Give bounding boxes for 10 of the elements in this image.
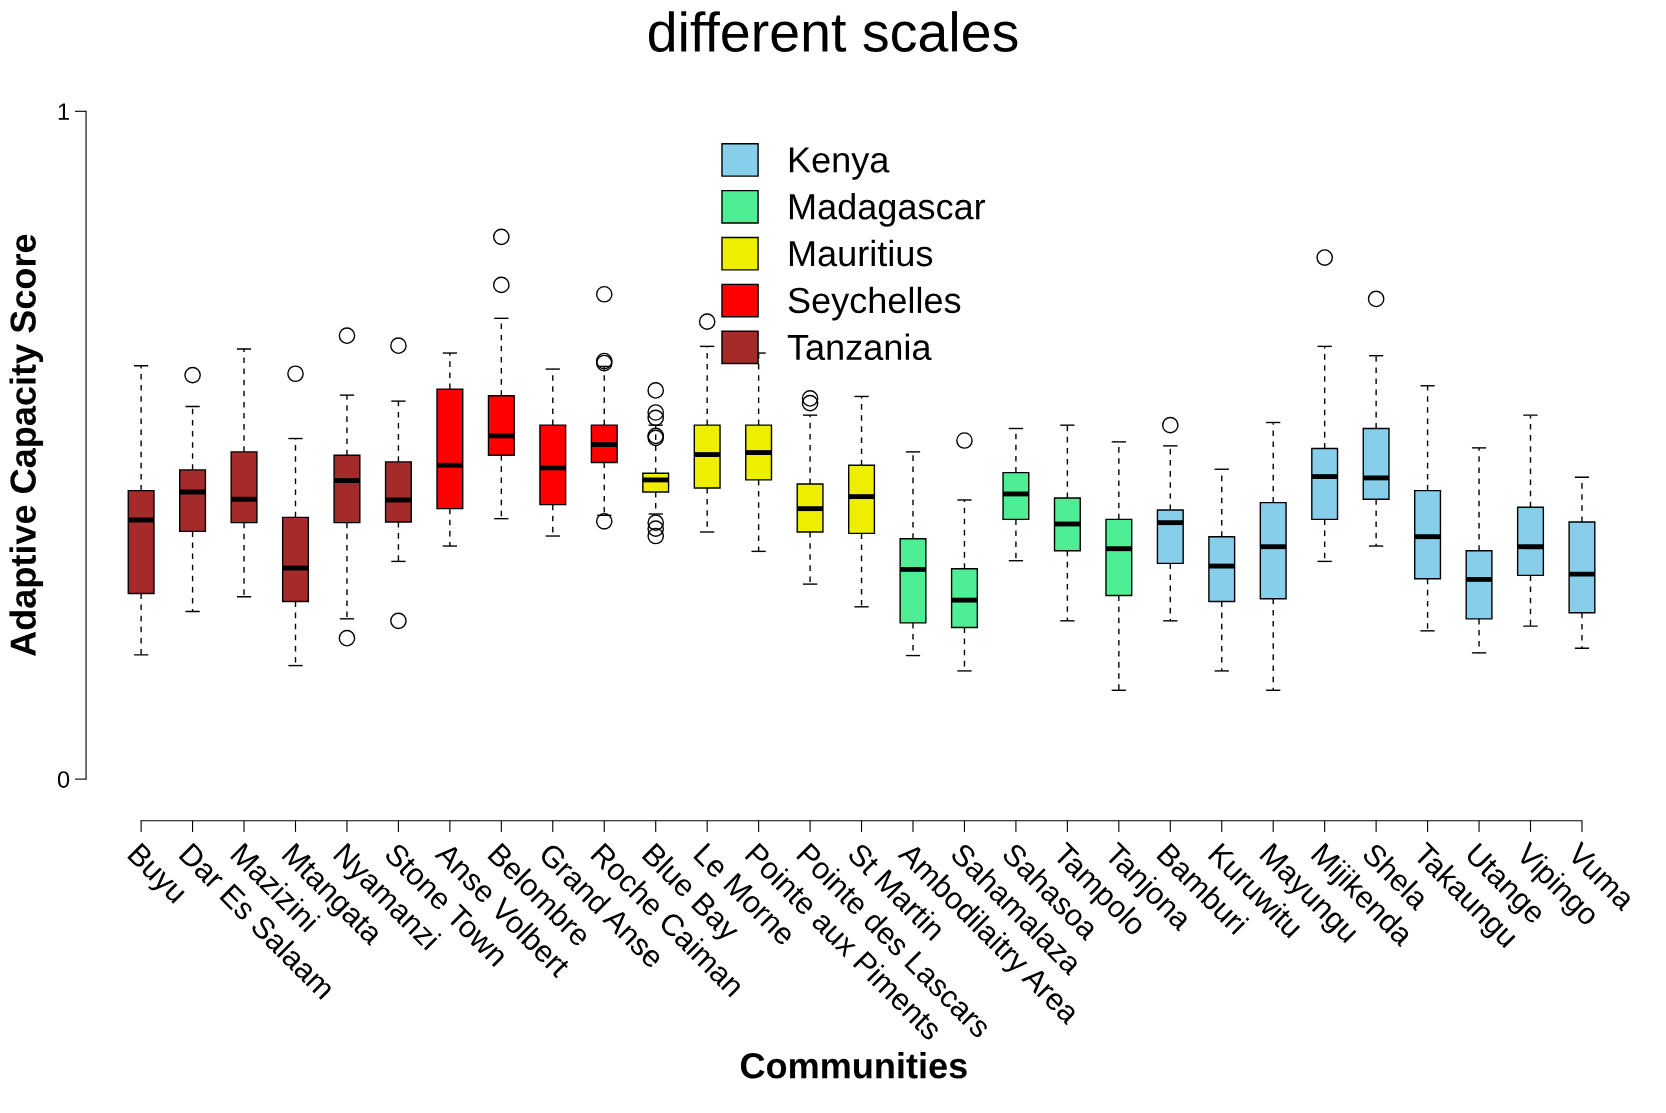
legend-label: Seychelles	[788, 286, 961, 321]
legend-label: Kenya	[789, 147, 890, 180]
chart-title: different scales	[649, 11, 1018, 52]
y-tick-label: 1	[58, 103, 69, 120]
x-axis-title: Communities	[740, 1052, 967, 1079]
y-axis-title: Adaptive Capacity Score	[9, 234, 44, 657]
legend-label: Madagascar	[789, 193, 986, 227]
legend-label: Tanzania	[787, 333, 932, 361]
legend-label: Mauritius	[789, 239, 933, 267]
y-tick-label: 0	[57, 771, 70, 788]
